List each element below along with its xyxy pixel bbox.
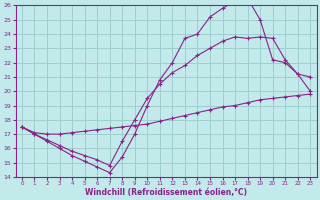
X-axis label: Windchill (Refroidissement éolien,°C): Windchill (Refroidissement éolien,°C) — [85, 188, 247, 197]
